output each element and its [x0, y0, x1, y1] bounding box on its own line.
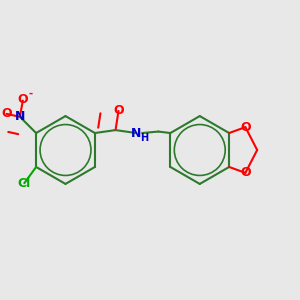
Text: N: N: [131, 127, 141, 140]
Text: O: O: [1, 107, 12, 120]
Text: O: O: [113, 104, 124, 117]
Text: Cl: Cl: [18, 177, 31, 190]
Text: O: O: [17, 93, 28, 106]
Text: H: H: [140, 133, 148, 143]
Text: N: N: [15, 110, 25, 123]
Text: O: O: [240, 121, 251, 134]
Text: -: -: [28, 89, 32, 99]
Text: O: O: [240, 167, 251, 179]
